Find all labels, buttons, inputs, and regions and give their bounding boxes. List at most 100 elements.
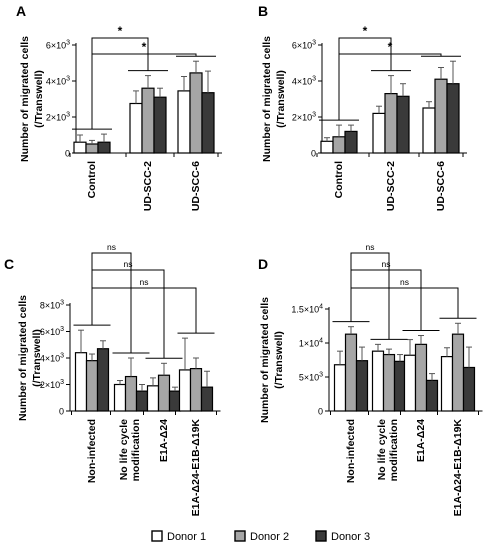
x-category-label-line: UD-SCC-2	[385, 161, 397, 211]
y-tick-base: 0	[65, 149, 70, 159]
panel-label: B	[258, 3, 268, 19]
x-category-label: No life cyclemodification	[118, 419, 142, 482]
comparison-bracket	[338, 37, 392, 121]
y-tick-label: 0	[311, 149, 316, 159]
y-tick-label: 5×103	[299, 372, 323, 383]
significance-label: ns	[400, 277, 409, 287]
bar-donor-3	[446, 83, 460, 154]
bar-donor-2	[414, 343, 428, 412]
y-tick-base: 5×10	[299, 373, 319, 383]
bar-donor-2	[384, 92, 398, 154]
significance-label: *	[363, 24, 368, 38]
bar-donor-1	[371, 350, 385, 412]
x-category-label: E1A-Δ24	[158, 419, 170, 462]
y-tick-label: 2×103	[40, 379, 64, 390]
legend-label-donor-1: Donor 1	[167, 531, 206, 543]
bar-donor-3	[153, 96, 167, 154]
y-axis-title: Number of migrated cells	[261, 36, 273, 162]
y-tick-base: 6×10	[292, 41, 312, 51]
bar-donor-1	[320, 140, 334, 154]
x-category-label-line: UD-SCC-6	[435, 161, 447, 211]
y-tick-base: 2×10	[40, 380, 60, 390]
bar-donor-3	[393, 360, 407, 412]
y-axis-title: Number of migrated cells	[259, 297, 271, 423]
significance-label: ns	[107, 242, 116, 252]
panel-a: A Number of migrated cells (/Transwell) 6×1…	[16, 3, 222, 211]
y-tick-exponent: 4	[319, 338, 323, 345]
x-category-label: UD-SCC-6	[435, 161, 447, 211]
panel-b: B Number of migrated cells (/Transwell) 6×1…	[258, 3, 467, 211]
significance-label: ns	[124, 259, 133, 269]
bar-donor-1	[422, 107, 436, 154]
bar-donor-2	[124, 375, 138, 412]
y-tick-base: 0	[311, 149, 316, 159]
bar-donor-2	[189, 72, 203, 154]
y-tick-base: 0	[318, 407, 323, 417]
significance-label: ns	[382, 259, 391, 269]
bar-donor-2	[332, 136, 346, 154]
x-category-label-line: No life cycle	[118, 419, 130, 480]
y-tick-exponent: 4	[319, 304, 323, 311]
x-category-label: E1A-Δ24	[415, 419, 427, 462]
y-axis-title: Number of migrated cells	[17, 295, 29, 421]
x-category-label-line: E1A-Δ24-E1B-Δ19K	[190, 419, 202, 517]
y-tick-label: 6×103	[46, 40, 70, 51]
bar-donor-2	[451, 333, 465, 412]
y-tick-label: 1.5×104	[291, 304, 323, 315]
y-tick-base: 8×10	[40, 301, 60, 311]
y-axis-subtitle: (/Transwell)	[273, 331, 285, 389]
y-tick-exponent: 3	[312, 112, 316, 119]
x-category-label-line: Control	[333, 161, 345, 198]
bar-donor-3	[344, 130, 358, 154]
bar-donor-1	[177, 90, 191, 154]
y-tick-exponent: 3	[60, 379, 64, 386]
bar-donor-1	[178, 369, 192, 412]
bar-donor-3	[135, 390, 149, 412]
bar-donor-3	[462, 366, 476, 412]
y-tick-base: 0	[59, 407, 64, 417]
x-category-label-line: Non-infected	[345, 419, 357, 483]
bar-donor-1	[74, 352, 88, 412]
y-tick-base: 4×10	[40, 354, 60, 364]
x-category-label-line: UD-SCC-2	[142, 161, 154, 211]
panel-label: C	[4, 256, 14, 272]
x-category-label-line: Control	[86, 161, 98, 198]
bar-donor-2	[157, 374, 171, 412]
bar-donor-1	[113, 383, 127, 412]
y-tick-base: 4×10	[46, 77, 66, 87]
bar-donor-3	[396, 95, 410, 154]
x-category-label-line: E1A-Δ24-E1B-Δ19K	[452, 419, 464, 517]
y-tick-base: 1×10	[299, 339, 319, 349]
x-category-label: UD-SCC-2	[142, 161, 154, 211]
panel-label: D	[258, 256, 268, 272]
bar-donor-3	[201, 92, 215, 154]
bar-donor-1	[129, 102, 143, 154]
x-category-label: Non-infected	[345, 419, 357, 483]
legend: Donor 1 Donor 2 Donor 3	[151, 530, 370, 543]
y-tick-label: 2×103	[292, 112, 316, 123]
panel-d: D Number of migrated cells (/Transwell) 1.5…	[258, 242, 483, 516]
bar-donor-3	[355, 360, 369, 412]
x-category-label-line: No life cycle	[376, 419, 388, 480]
significance-label: ns	[366, 242, 375, 252]
x-category-label: Control	[86, 161, 98, 198]
y-axis-subtitle: (/Transwell)	[33, 70, 45, 128]
legend-label-donor-3: Donor 3	[331, 531, 370, 543]
y-tick-label: 0	[318, 407, 323, 417]
y-axis-subtitle: (/Transwell)	[31, 329, 43, 387]
y-tick-exponent: 3	[66, 112, 70, 119]
y-tick-exponent: 3	[312, 76, 316, 83]
bar-donor-3	[425, 379, 439, 412]
y-tick-label: 4×103	[292, 76, 316, 87]
x-category-label-line: UD-SCC-6	[190, 161, 202, 211]
significance-label: *	[118, 24, 123, 38]
x-category-label: E1A-Δ24-E1B-Δ19K	[452, 419, 464, 517]
legend-swatch-donor-3	[315, 530, 327, 542]
y-tick-label: 0	[59, 407, 64, 417]
y-tick-exponent: 3	[60, 300, 64, 307]
y-tick-base: 6×10	[46, 41, 66, 51]
x-category-label: Control	[333, 161, 345, 198]
bar-donor-2	[85, 143, 99, 154]
bar-donor-1	[403, 354, 417, 412]
